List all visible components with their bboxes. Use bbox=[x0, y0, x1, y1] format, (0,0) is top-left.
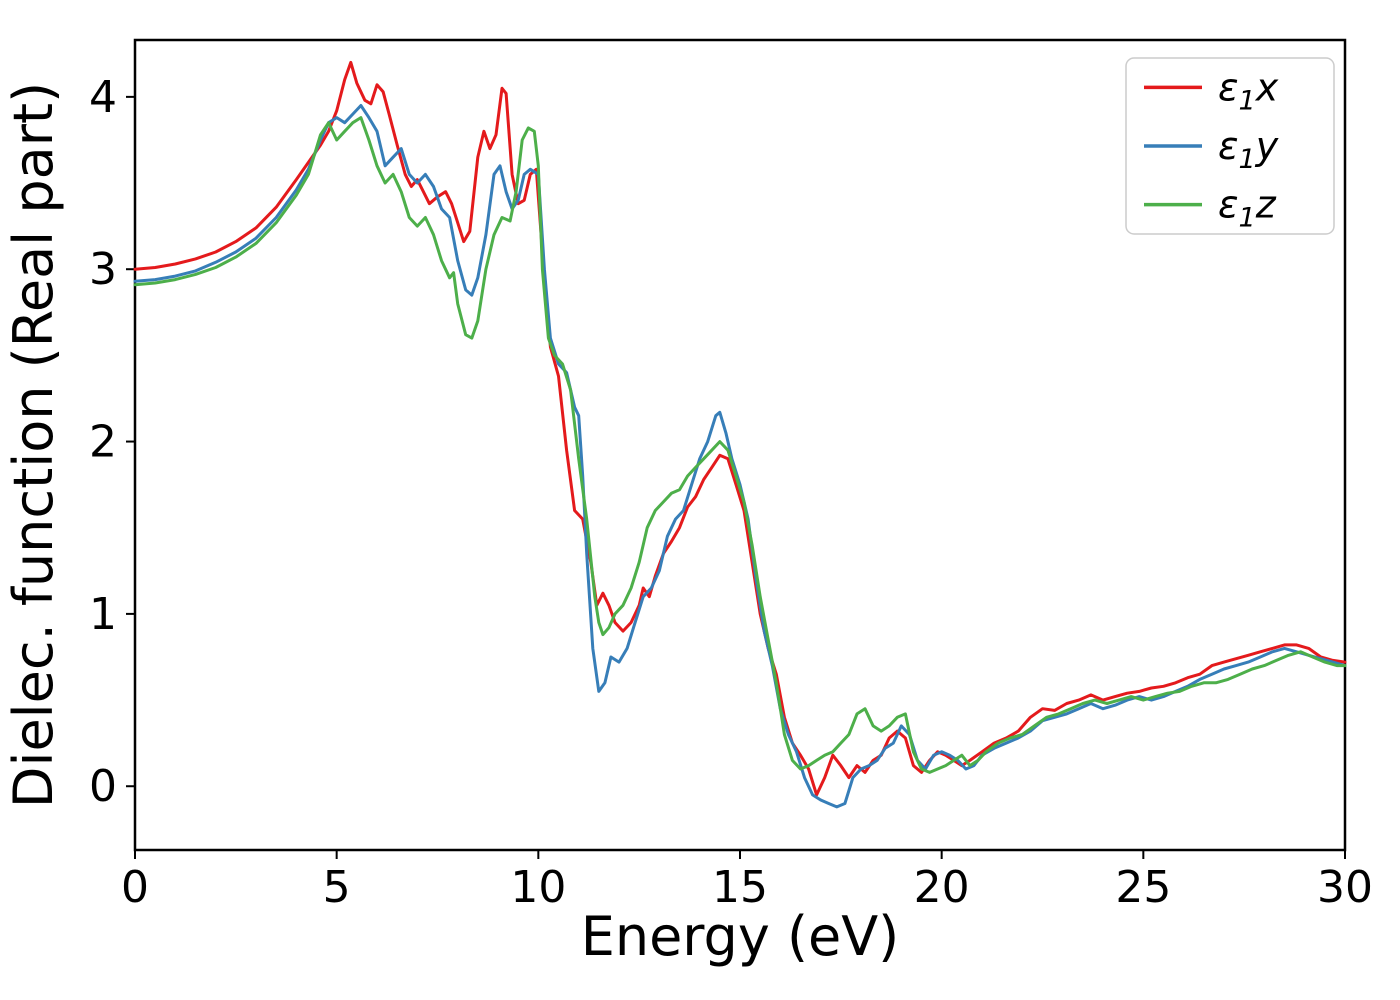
legend-entry-epsilon1z: ε1z bbox=[1144, 183, 1277, 234]
y-tick-label: 4 bbox=[89, 72, 117, 123]
series-line-epsilon1x bbox=[133, 60, 1347, 797]
x-tick-label: 30 bbox=[1317, 862, 1373, 913]
x-axis-label: Energy (eV) bbox=[581, 905, 900, 968]
y-tick-label: 0 bbox=[89, 761, 117, 812]
x-tick-label: 15 bbox=[712, 862, 768, 913]
x-tick-label: 5 bbox=[323, 862, 351, 913]
y-axis-label: Dielec. function (Real part) bbox=[2, 82, 65, 808]
legend: ε1x ε1y ε1z bbox=[1125, 57, 1335, 235]
legend-label: ε1x bbox=[1218, 65, 1279, 116]
series-line-epsilon1z bbox=[133, 116, 1347, 774]
x-tick-label: 10 bbox=[510, 862, 566, 913]
y-tick-label: 2 bbox=[89, 417, 117, 468]
axes-spines bbox=[133, 38, 1347, 852]
series-line-epsilon1y bbox=[133, 104, 1347, 809]
x-tick-label: 20 bbox=[914, 862, 970, 913]
legend-box bbox=[1125, 57, 1335, 235]
legend-label: ε1y bbox=[1218, 124, 1279, 175]
x-tick-label: 25 bbox=[1115, 862, 1171, 913]
legend-entry-epsilon1x: ε1x bbox=[1144, 65, 1279, 116]
y-tick-label: 3 bbox=[89, 244, 117, 295]
plot-dynamic-layer: 0 5 10 15 20 25 30 0 1 2 3 4 ε1x ε1y ε1z bbox=[89, 38, 1373, 913]
x-tick-label: 0 bbox=[121, 862, 149, 913]
legend-label: ε1z bbox=[1218, 183, 1277, 234]
y-tick-label: 1 bbox=[89, 589, 117, 640]
legend-entry-epsilon1y: ε1y bbox=[1144, 124, 1279, 175]
